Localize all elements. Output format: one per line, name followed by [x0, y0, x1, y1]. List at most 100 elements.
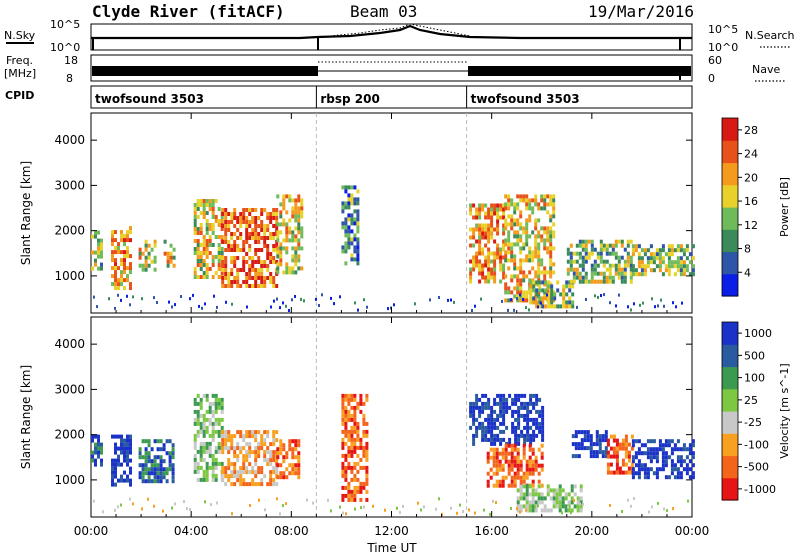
range-cell: [688, 272, 692, 277]
nsky-tick-high: 10^5: [50, 18, 80, 31]
range-cell: [507, 234, 511, 239]
range-cell: [540, 226, 544, 231]
range-cell: [202, 469, 206, 474]
range-cell: [643, 463, 647, 468]
range-cell: [534, 222, 538, 227]
range-cell: [257, 466, 261, 471]
range-cell: [300, 206, 304, 211]
range-cell: [663, 507, 665, 511]
range-cell: [245, 470, 249, 475]
range-cell: [510, 198, 514, 203]
range-cell: [655, 451, 659, 456]
range-cell: [210, 503, 212, 507]
range-cell: [294, 198, 298, 203]
range-cell: [620, 279, 624, 284]
range-cell: [475, 263, 479, 268]
range-cell: [236, 446, 240, 451]
range-cell: [564, 508, 568, 513]
range-cell: [496, 251, 500, 256]
range-cell: [211, 433, 215, 438]
range-cell: [538, 296, 542, 301]
range-cell: [540, 492, 544, 497]
range-cell: [282, 194, 286, 199]
range-cell: [643, 272, 647, 277]
range-cell: [196, 477, 200, 482]
range-cell: [341, 405, 345, 410]
range-cell: [594, 294, 596, 298]
range-cell: [257, 236, 261, 240]
range-cell: [123, 478, 126, 483]
range-cell: [478, 421, 482, 426]
range-cell: [475, 401, 479, 406]
range-cell: [168, 300, 170, 304]
range-cell: [144, 247, 148, 252]
range-cell: [129, 230, 132, 235]
range-cell: [220, 247, 224, 251]
range-cell: [333, 302, 335, 306]
range-cell: [516, 274, 520, 279]
range-cell: [214, 393, 218, 398]
range-cell: [356, 197, 360, 202]
range-cell: [572, 251, 576, 256]
colorbar-tick-label: -1000: [744, 483, 776, 496]
range-cell: [688, 260, 692, 265]
range-cell: [347, 197, 351, 202]
range-cell: [501, 299, 503, 303]
range-cell: [565, 292, 569, 297]
range-cell: [114, 462, 117, 467]
range-cell: [540, 483, 544, 488]
range-cell: [495, 455, 499, 460]
range-cell: [561, 500, 565, 505]
range-cell: [543, 206, 547, 211]
range-cell: [282, 222, 286, 227]
range-cell: [344, 429, 348, 434]
range-cell: [507, 230, 511, 235]
range-cell: [504, 206, 508, 211]
range-cell: [257, 446, 261, 451]
range-cell: [294, 210, 298, 215]
range-cell: [481, 393, 485, 398]
range-cell: [365, 449, 369, 454]
range-cell: [114, 458, 117, 463]
range-cell: [347, 437, 351, 442]
range-cell: [285, 234, 289, 239]
range-cell: [501, 467, 505, 472]
range-cell: [529, 437, 533, 442]
range-cell: [510, 246, 514, 251]
y-tick-label: 1000: [54, 269, 85, 283]
range-cell: [522, 258, 526, 263]
range-cell: [498, 483, 502, 488]
range-cell: [493, 433, 497, 438]
range-cell: [598, 438, 602, 443]
range-cell: [687, 499, 689, 503]
range-cell: [266, 228, 270, 232]
range-cell: [516, 451, 520, 456]
range-cell: [496, 433, 500, 438]
range-cell: [581, 243, 585, 248]
range-cell: [350, 477, 354, 482]
colorbar-tick-label: 500: [744, 349, 765, 362]
range-cell: [556, 304, 560, 309]
range-cell: [532, 280, 536, 285]
range-cell: [350, 197, 354, 202]
range-cell: [555, 492, 559, 497]
freq-band-left: [92, 66, 318, 76]
range-cell: [129, 497, 131, 501]
range-cell: [114, 282, 117, 287]
freq-band-right: [468, 66, 691, 76]
range-cell: [655, 252, 659, 257]
range-cell: [205, 243, 209, 247]
range-cell: [239, 474, 243, 479]
range-cell: [205, 211, 209, 215]
range-cell: [288, 266, 292, 271]
range-cell: [205, 255, 209, 259]
range-cell: [516, 238, 520, 243]
range-cell: [227, 446, 231, 451]
range-cell: [522, 496, 526, 501]
x-tick-label: 04:00: [174, 524, 209, 538]
range-cell: [534, 505, 536, 509]
range-cell: [571, 442, 575, 447]
range-cell: [634, 244, 638, 249]
range-cell: [675, 305, 677, 309]
range-cell: [233, 248, 237, 252]
